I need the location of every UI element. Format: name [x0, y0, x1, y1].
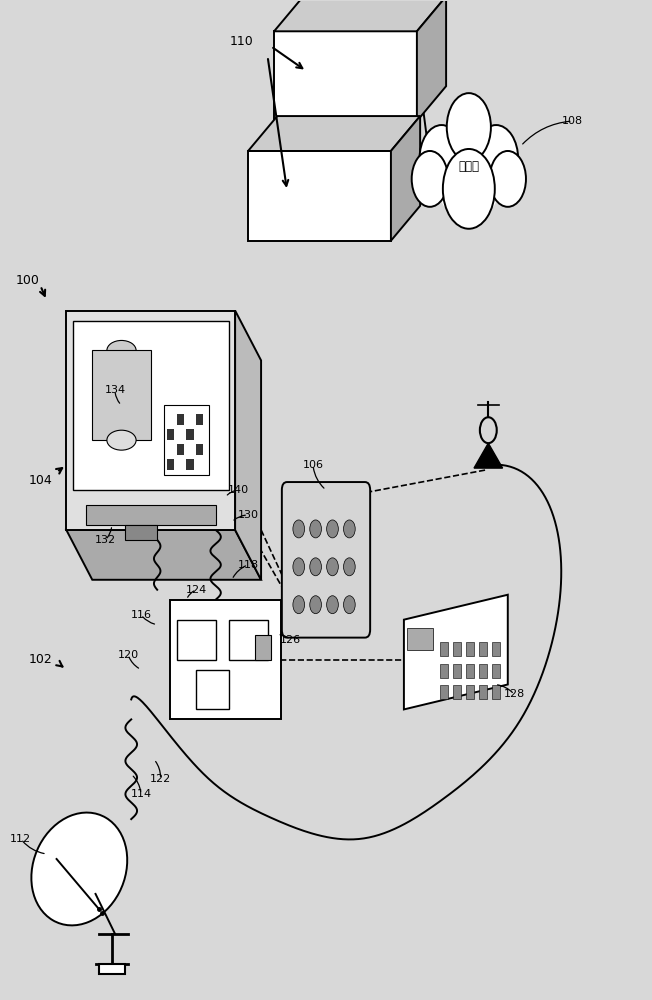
- Circle shape: [310, 520, 321, 538]
- Bar: [86, 505, 216, 525]
- Circle shape: [419, 125, 464, 193]
- Circle shape: [344, 558, 355, 576]
- Circle shape: [411, 151, 448, 207]
- Bar: [492, 685, 500, 699]
- Polygon shape: [391, 116, 420, 241]
- Text: 118: 118: [237, 560, 259, 570]
- Text: 104: 104: [29, 474, 52, 487]
- Bar: [164, 405, 209, 475]
- Text: 108: 108: [562, 116, 584, 126]
- Text: 114: 114: [130, 789, 151, 799]
- Text: 120: 120: [117, 650, 138, 660]
- Polygon shape: [417, 0, 446, 121]
- Text: 122: 122: [150, 774, 171, 784]
- Bar: [492, 664, 500, 678]
- Text: 100: 100: [16, 274, 39, 287]
- Bar: [439, 685, 448, 699]
- Bar: [67, 311, 235, 530]
- Bar: [177, 444, 184, 455]
- Bar: [492, 642, 500, 656]
- Text: 140: 140: [228, 485, 249, 495]
- Circle shape: [310, 596, 321, 614]
- Circle shape: [327, 596, 338, 614]
- Bar: [93, 350, 151, 440]
- Circle shape: [327, 520, 338, 538]
- Polygon shape: [67, 530, 261, 580]
- Bar: [73, 321, 229, 490]
- Circle shape: [310, 558, 321, 576]
- Bar: [167, 429, 174, 440]
- Text: 106: 106: [303, 460, 323, 470]
- Circle shape: [490, 151, 526, 207]
- Circle shape: [447, 93, 491, 161]
- Circle shape: [293, 520, 304, 538]
- Bar: [452, 642, 461, 656]
- Ellipse shape: [107, 340, 136, 360]
- Text: 112: 112: [10, 834, 31, 844]
- Circle shape: [293, 596, 304, 614]
- Circle shape: [435, 119, 503, 223]
- Bar: [466, 664, 474, 678]
- Circle shape: [344, 596, 355, 614]
- Text: 110: 110: [230, 35, 254, 48]
- Bar: [452, 664, 461, 678]
- Text: 126: 126: [280, 635, 301, 645]
- Polygon shape: [274, 31, 417, 121]
- Text: 128: 128: [503, 689, 525, 699]
- Text: 132: 132: [95, 535, 116, 545]
- Polygon shape: [235, 311, 261, 580]
- Circle shape: [344, 520, 355, 538]
- Text: 124: 124: [186, 585, 207, 595]
- Bar: [229, 620, 267, 660]
- Text: 因特网: 因特网: [458, 160, 479, 173]
- Ellipse shape: [107, 430, 136, 450]
- Bar: [466, 685, 474, 699]
- Bar: [439, 642, 448, 656]
- Circle shape: [443, 149, 495, 229]
- Bar: [125, 525, 157, 540]
- Bar: [196, 414, 203, 425]
- Bar: [407, 628, 433, 650]
- Bar: [479, 664, 487, 678]
- Polygon shape: [474, 443, 503, 468]
- Polygon shape: [404, 595, 508, 709]
- Text: 130: 130: [237, 510, 259, 520]
- Bar: [186, 429, 194, 440]
- Polygon shape: [248, 151, 391, 241]
- Bar: [98, 964, 125, 974]
- Bar: [254, 635, 271, 660]
- Bar: [167, 459, 174, 470]
- Text: 134: 134: [104, 385, 126, 395]
- Bar: [177, 414, 184, 425]
- Polygon shape: [248, 116, 420, 151]
- Bar: [186, 459, 194, 470]
- FancyBboxPatch shape: [282, 482, 370, 638]
- Text: 102: 102: [29, 653, 52, 666]
- Polygon shape: [274, 0, 446, 31]
- Bar: [479, 642, 487, 656]
- Bar: [177, 620, 216, 660]
- Bar: [196, 670, 229, 709]
- Circle shape: [293, 558, 304, 576]
- Bar: [479, 685, 487, 699]
- Circle shape: [327, 558, 338, 576]
- Bar: [439, 664, 448, 678]
- Bar: [170, 600, 280, 719]
- Text: 116: 116: [130, 610, 151, 620]
- Circle shape: [474, 125, 518, 193]
- Bar: [452, 685, 461, 699]
- Ellipse shape: [31, 813, 127, 925]
- Bar: [196, 444, 203, 455]
- Bar: [466, 642, 474, 656]
